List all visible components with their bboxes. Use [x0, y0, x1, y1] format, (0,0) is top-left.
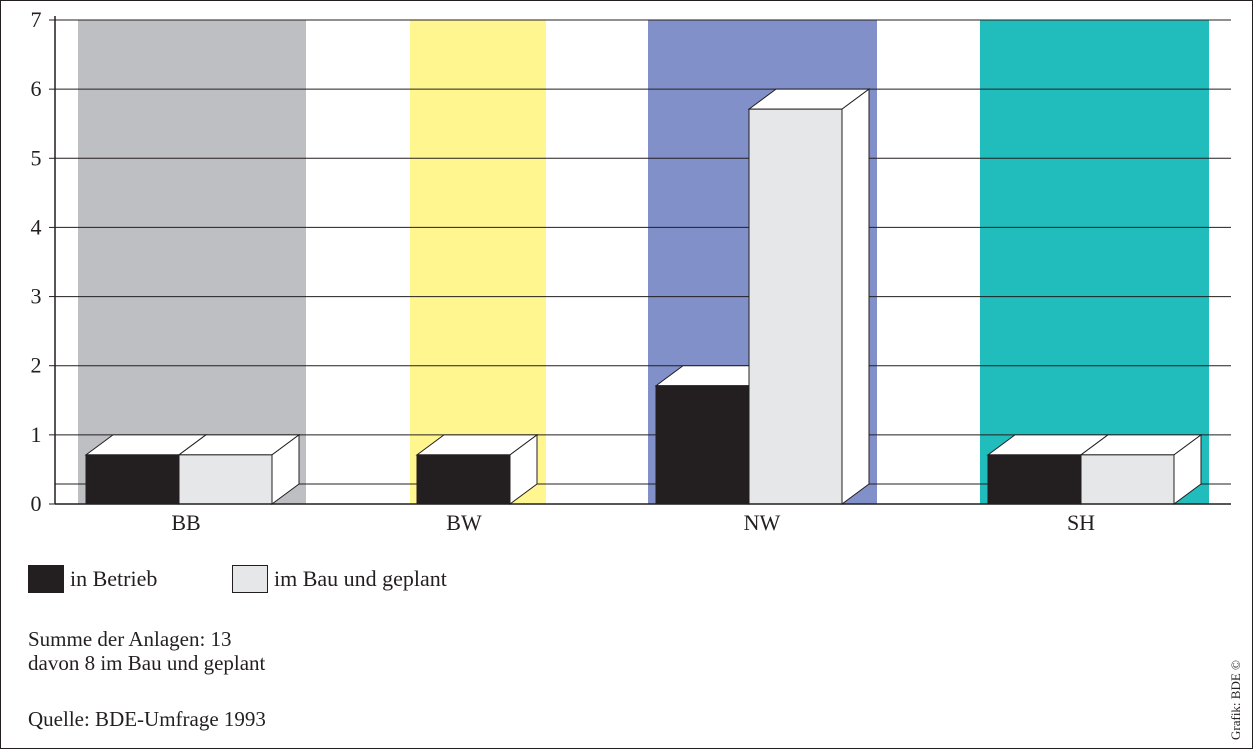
credit-text: Grafik: BDE © [1228, 660, 1243, 740]
y-tick-label-6: 6 [31, 76, 42, 101]
x-tick-label-bw: BW [446, 510, 482, 535]
y-tick-label-0: 0 [31, 491, 42, 516]
summary-line: Summe der Anlagen: 13 [28, 627, 232, 651]
category-band-bb [78, 20, 306, 504]
bar-in-betrieb-nw [655, 385, 750, 505]
y-tick-label-1: 1 [31, 422, 42, 447]
y-tick-label-3: 3 [31, 284, 42, 309]
legend-swatch-im-bau [232, 565, 268, 593]
bar-im-bau-nw-side [841, 88, 870, 505]
legend-label-in-betrieb: in Betrieb [70, 566, 158, 591]
category-band-sh [980, 20, 1209, 504]
category-band-bw [410, 20, 546, 504]
legend-item-in-betrieb: in Betrieb [28, 563, 157, 595]
legend-label-im-bau: im Bau und geplant [274, 566, 447, 591]
bar-im-bau-nw [748, 108, 843, 505]
x-tick-label-nw: NW [744, 510, 781, 535]
y-tick-label-4: 4 [31, 214, 42, 239]
bar-im-bau-bb [178, 454, 273, 505]
x-tick-label-bb: BB [171, 510, 200, 535]
y-tick-label-7: 7 [31, 7, 42, 32]
x-tick-label-sh: SH [1067, 510, 1095, 535]
bar-in-betrieb-bw [416, 454, 511, 505]
y-tick-label-5: 5 [31, 145, 42, 170]
summary-detail: davon 8 im Bau und geplant [28, 651, 266, 675]
bar-in-betrieb-bb [85, 454, 180, 505]
legend-item-im-bau: im Bau und geplant [232, 563, 447, 595]
source-note: Quelle: BDE-Umfrage 1993 [28, 707, 266, 731]
bar-chart: 0 1 2 3 4 5 6 7 BB BW NW SH [31, 7, 1231, 535]
bar-im-bau-sh [1080, 454, 1175, 505]
legend-swatch-in-betrieb [28, 565, 64, 593]
bar-in-betrieb-sh [987, 454, 1082, 505]
y-tick-label-2: 2 [31, 353, 42, 378]
